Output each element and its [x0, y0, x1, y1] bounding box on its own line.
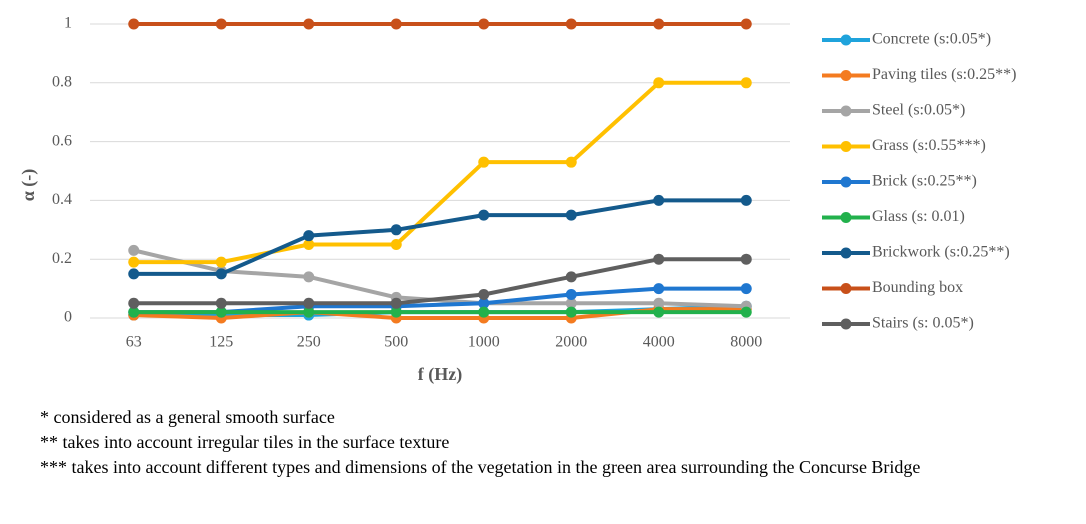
x-tick-label: 2000 [555, 334, 587, 351]
footnote: ** takes into account irregular tiles in… [40, 432, 450, 452]
legend-marker [840, 318, 852, 330]
data-point [215, 297, 227, 309]
data-point [128, 306, 140, 318]
data-point [303, 18, 315, 30]
data-point [653, 77, 665, 89]
data-point [478, 306, 490, 318]
data-point [740, 77, 752, 89]
y-tick-label: 0.4 [52, 191, 72, 208]
legend-marker [840, 105, 852, 117]
legend-marker [840, 70, 852, 81]
data-point [215, 256, 227, 268]
legend-label: Steel (s:0.05*) [872, 102, 965, 119]
legend-marker [840, 247, 852, 259]
x-axis-label: f (Hz) [418, 364, 462, 385]
x-tick-label: 500 [384, 334, 408, 351]
data-point [565, 271, 577, 283]
data-point [653, 194, 665, 206]
data-point [303, 271, 315, 283]
data-point [303, 239, 315, 250]
x-tick-label: 1000 [468, 334, 500, 351]
data-point [740, 194, 752, 206]
footnote: * considered as a general smooth surface [40, 407, 335, 427]
legend-marker [840, 176, 852, 188]
data-point [303, 230, 315, 242]
data-point [128, 297, 140, 309]
legend-label: Concrete (s:0.05*) [872, 31, 991, 48]
data-point [653, 283, 665, 295]
data-point [303, 306, 315, 318]
data-point [740, 253, 752, 265]
data-point [565, 306, 577, 318]
x-tick-label: 4000 [643, 334, 675, 351]
data-point [215, 18, 227, 30]
y-tick-label: 0 [64, 309, 72, 326]
data-point [478, 209, 490, 221]
data-point [128, 256, 140, 268]
data-point [303, 297, 315, 309]
data-point [215, 306, 227, 318]
legend-label: Grass (s:0.55***) [872, 137, 986, 154]
series-line [133, 80, 747, 265]
data-point [565, 209, 577, 221]
legend-label: Paving tiles (s:0.25**) [872, 66, 1016, 83]
y-tick-label: 0.6 [52, 132, 72, 149]
data-point [653, 297, 665, 309]
data-point [653, 306, 665, 318]
x-tick-label: 63 [126, 334, 142, 351]
legend-marker [840, 34, 852, 46]
series-line [133, 198, 747, 276]
legend-label: Brick (s:0.25**) [872, 173, 977, 190]
x-tick-label: 125 [209, 334, 233, 351]
data-point [215, 268, 227, 280]
data-point [740, 283, 752, 295]
data-point [128, 268, 140, 280]
legend-label: Stairs (s: 0.05*) [872, 315, 974, 332]
footnote: *** takes into account different types a… [40, 457, 921, 477]
data-point [740, 306, 752, 318]
data-point [653, 253, 665, 265]
legend-marker [840, 283, 852, 294]
data-point [565, 288, 577, 300]
legend-label: Bounding box [872, 279, 963, 296]
data-point [390, 239, 402, 250]
data-point [128, 18, 140, 30]
data-point [740, 18, 752, 30]
data-point [478, 18, 490, 30]
y-tick-label: 0.2 [52, 250, 72, 267]
series-line [133, 257, 747, 306]
data-point [565, 18, 577, 30]
y-axis-label: α (-) [18, 169, 39, 202]
data-point [478, 288, 490, 300]
data-point [390, 297, 402, 309]
data-point [390, 306, 402, 318]
data-point [128, 244, 140, 256]
x-tick-label: 250 [297, 334, 321, 351]
data-point [390, 18, 402, 30]
data-point [565, 297, 577, 309]
data-point [390, 224, 402, 236]
legend-marker [840, 141, 852, 152]
data-point [565, 156, 577, 168]
legend-marker [840, 212, 852, 223]
y-tick-label: 1 [64, 15, 72, 32]
x-tick-label: 8000 [730, 334, 762, 351]
data-point [478, 297, 490, 309]
legend-label: Brickwork (s:0.25**) [872, 244, 1010, 261]
y-tick-label: 0.8 [52, 73, 72, 90]
data-point [653, 18, 665, 30]
data-point [478, 156, 490, 168]
chart: f (Hz) α (-) 0 0.2 0.4 0.6 0.8 1 63 125 250 500 10… [18, 15, 1016, 385]
legend-label: Glass (s: 0.01) [872, 208, 965, 225]
